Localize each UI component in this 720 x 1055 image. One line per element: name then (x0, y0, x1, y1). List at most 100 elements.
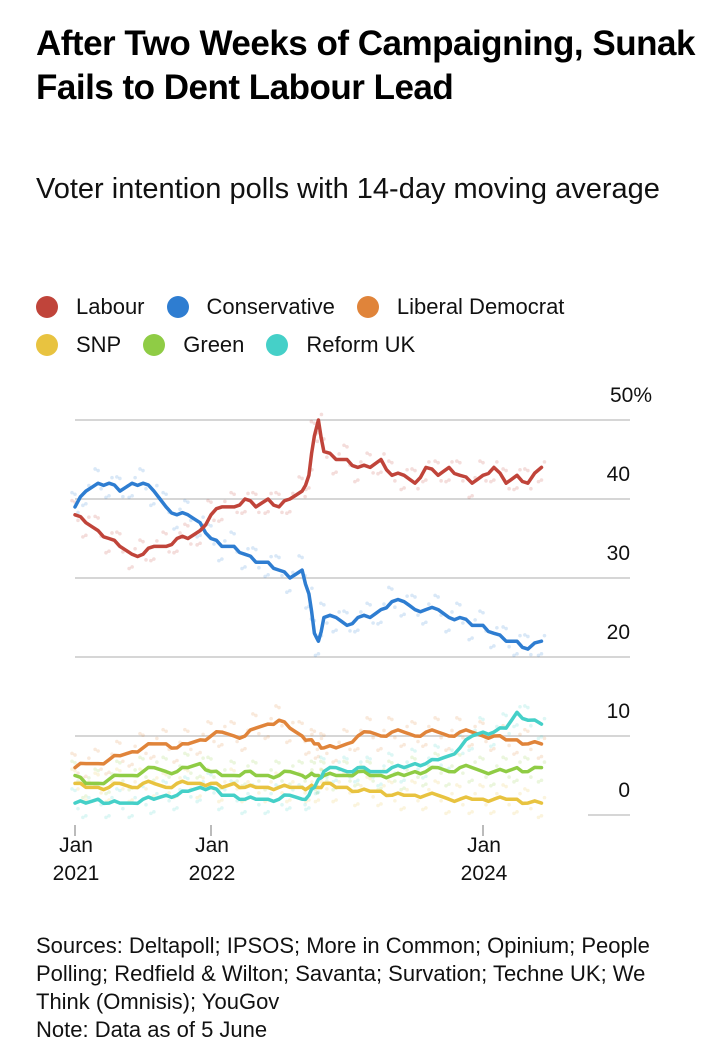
poll-dot (489, 783, 493, 788)
poll-dot (365, 601, 369, 606)
poll-dot (149, 558, 153, 563)
poll-dot (467, 637, 471, 642)
poll-dot (104, 815, 108, 820)
poll-dot (164, 492, 168, 497)
poll-dot (371, 471, 375, 475)
poll-dot (104, 495, 108, 500)
poll-dot (470, 742, 474, 747)
poll-dot (149, 503, 153, 508)
poll-dot (322, 761, 326, 765)
poll-dot (220, 806, 224, 810)
legend-item-conservative: Conservative (166, 294, 335, 320)
poll-dot (212, 542, 216, 546)
poll-dot (371, 735, 375, 740)
poll-dot (379, 746, 383, 751)
poll-dot (458, 460, 462, 465)
poll-dot (133, 768, 137, 772)
poll-dot (167, 798, 171, 803)
poll-dot (489, 645, 493, 650)
poll-dot (473, 724, 477, 729)
poll-dot (447, 810, 451, 814)
poll-dot (220, 742, 224, 747)
poll-dot (115, 475, 119, 479)
poll-dot (529, 775, 533, 779)
poll-dot (405, 467, 409, 472)
poll-dot (387, 459, 391, 463)
poll-dot (447, 746, 451, 751)
poll-dot (512, 811, 516, 816)
poll-dot (254, 492, 258, 497)
poll-dot (342, 609, 346, 613)
poll-dot (501, 755, 505, 760)
poll-dot (198, 750, 202, 755)
poll-dot (526, 634, 530, 639)
poll-dot (133, 795, 137, 800)
y-tick-label: 30 (607, 542, 630, 565)
poll-dot (84, 794, 88, 798)
poll-dot (410, 593, 414, 598)
poll-dot (334, 798, 338, 802)
poll-dot (81, 795, 85, 800)
poll-dot (288, 782, 292, 786)
poll-dot (315, 439, 320, 444)
poll-dot (243, 565, 247, 569)
poll-dot (501, 712, 505, 716)
poll-dot (529, 652, 533, 657)
poll-dot (478, 609, 482, 613)
poll-dot (470, 494, 474, 498)
poll-dot (371, 621, 375, 625)
poll-dot (365, 759, 369, 764)
poll-dot (99, 486, 103, 491)
poll-dot (232, 531, 236, 536)
poll-dot (183, 775, 187, 779)
poll-dot (481, 717, 485, 722)
chart-title: After Two Weeks of Campaigning, Sunak Fa… (36, 24, 695, 107)
poll-dot (217, 799, 221, 804)
poll-dot (164, 757, 168, 761)
poll-dot (232, 721, 236, 726)
poll-dot (322, 733, 326, 738)
poll-dot (307, 750, 311, 755)
poll-dot (246, 791, 250, 796)
poll-dot (310, 768, 314, 772)
poll-dot (277, 705, 281, 710)
poll-dot (356, 478, 360, 482)
legend-item-liberal-democrat: Liberal Democrat (356, 294, 564, 320)
poll-dot (161, 779, 165, 783)
poll-dot (118, 741, 122, 745)
poll-dot (285, 511, 289, 516)
poll-dot (76, 787, 80, 791)
poll-dot (288, 738, 292, 743)
poll-dot (209, 500, 213, 504)
poll-dot (70, 787, 74, 791)
poll-dot (96, 468, 100, 473)
poll-dot (99, 791, 103, 795)
poll-dot (223, 780, 227, 784)
poll-dot (251, 490, 255, 495)
poll-dot (229, 490, 233, 495)
poll-dot (504, 468, 508, 473)
poll-dot (76, 771, 80, 775)
poll-dot (274, 759, 278, 764)
poll-dot (539, 778, 544, 783)
poll-dot (235, 739, 239, 744)
poll-dot (266, 810, 270, 814)
poll-dot (331, 799, 335, 804)
poll-dot (436, 717, 440, 722)
poll-dot (257, 731, 261, 736)
series-line-labour (73, 418, 544, 559)
poll-dot (285, 799, 289, 804)
poll-dot (413, 757, 417, 761)
poll-dot (368, 776, 372, 781)
poll-dot (291, 764, 295, 768)
poll-dot (405, 594, 409, 598)
poll-dot (523, 787, 527, 791)
poll-dot (152, 754, 156, 759)
poll-dot (387, 779, 391, 783)
poll-dot (416, 613, 420, 617)
poll-dot (104, 772, 108, 776)
poll-dot (410, 779, 414, 783)
poll-dot (536, 479, 541, 484)
poll-dot (450, 460, 454, 464)
poll-dot (189, 747, 193, 752)
